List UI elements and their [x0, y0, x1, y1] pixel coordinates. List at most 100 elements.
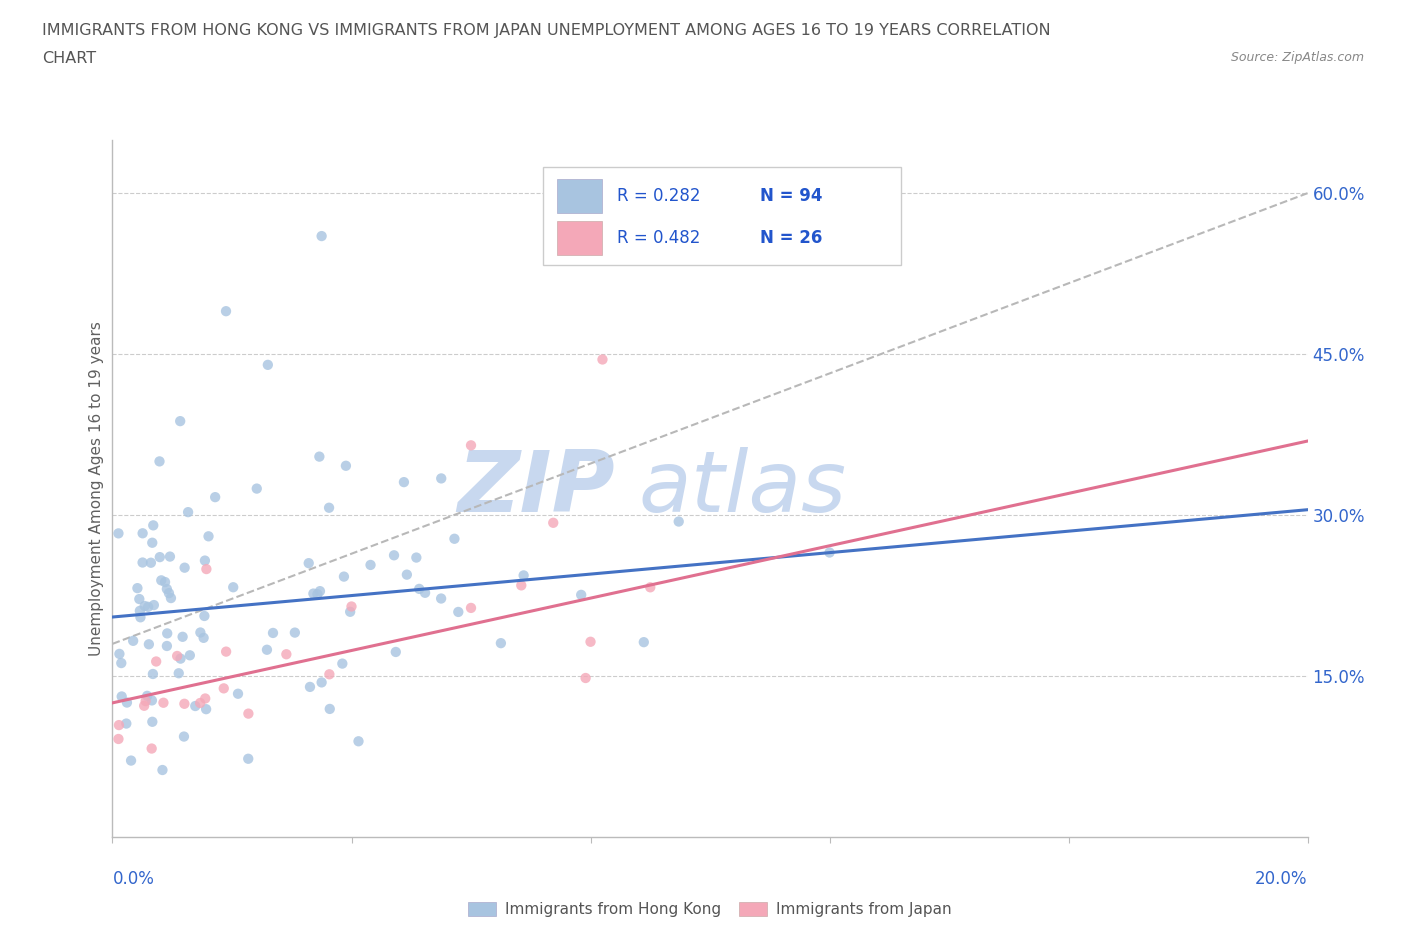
Point	[311, 675, 333, 690]
Point	[408, 581, 430, 596]
Point	[184, 698, 207, 713]
Point	[131, 525, 153, 540]
Point	[195, 562, 218, 577]
Point	[172, 630, 194, 644]
Point	[541, 515, 564, 530]
Point	[110, 656, 132, 671]
Point	[392, 474, 415, 489]
Point	[443, 531, 465, 546]
Point	[141, 714, 163, 729]
Text: N = 26: N = 26	[761, 229, 823, 246]
Bar	[557, 221, 602, 255]
Point	[142, 598, 165, 613]
Y-axis label: Unemployment Among Ages 16 to 19 years: Unemployment Among Ages 16 to 19 years	[89, 321, 104, 656]
Point	[194, 691, 217, 706]
Point	[128, 604, 150, 618]
Point	[638, 580, 662, 595]
Point	[633, 634, 655, 649]
Point	[276, 646, 298, 661]
Text: 0.0%: 0.0%	[112, 870, 155, 887]
Point	[136, 688, 159, 703]
Point	[152, 763, 174, 777]
Point	[405, 551, 427, 565]
Point	[226, 686, 249, 701]
Point	[318, 500, 340, 515]
Point	[150, 573, 173, 588]
Point	[169, 414, 191, 429]
Text: N = 94: N = 94	[761, 187, 823, 205]
Text: Source: ZipAtlas.com: Source: ZipAtlas.com	[1230, 51, 1364, 64]
Point	[115, 716, 138, 731]
Point	[308, 449, 330, 464]
Point	[256, 643, 278, 658]
Point	[108, 718, 131, 733]
Point	[193, 631, 215, 645]
Point	[302, 586, 325, 601]
Point	[190, 625, 212, 640]
Point	[115, 695, 138, 710]
Point	[149, 550, 172, 565]
Point	[447, 604, 470, 619]
Point	[179, 648, 201, 663]
Point	[135, 694, 157, 709]
Point	[142, 518, 165, 533]
Point	[430, 591, 453, 606]
Point	[138, 637, 160, 652]
Point	[141, 741, 163, 756]
Point	[818, 545, 841, 560]
Point	[246, 481, 269, 496]
Point	[298, 556, 321, 571]
Point	[139, 555, 162, 570]
Text: IMMIGRANTS FROM HONG KONG VS IMMIGRANTS FROM JAPAN UNEMPLOYMENT AMONG AGES 16 TO: IMMIGRANTS FROM HONG KONG VS IMMIGRANTS …	[42, 23, 1050, 38]
Point	[197, 529, 219, 544]
Point	[385, 644, 408, 659]
Point	[318, 667, 340, 682]
Point	[173, 560, 195, 575]
Text: 20.0%: 20.0%	[1256, 870, 1308, 887]
Point	[111, 689, 134, 704]
Point	[340, 599, 363, 614]
Point	[335, 458, 357, 473]
Point	[382, 548, 405, 563]
Point	[413, 585, 436, 600]
Point	[307, 587, 329, 602]
Point	[238, 706, 260, 721]
Point	[127, 580, 149, 595]
Point	[204, 490, 226, 505]
Point	[142, 667, 165, 682]
Point	[592, 352, 614, 367]
Point	[579, 634, 602, 649]
Point	[145, 654, 167, 669]
Point	[575, 671, 598, 685]
Point	[120, 753, 142, 768]
Point	[460, 601, 482, 616]
Legend: Immigrants from Hong Kong, Immigrants from Japan: Immigrants from Hong Kong, Immigrants fr…	[463, 897, 957, 923]
Text: R = 0.482: R = 0.482	[617, 229, 700, 246]
Point	[257, 357, 280, 372]
Point	[108, 646, 131, 661]
Point	[284, 625, 307, 640]
Point	[309, 584, 332, 599]
Point	[193, 608, 215, 623]
Bar	[557, 179, 602, 213]
Point	[159, 549, 181, 564]
Point	[360, 557, 382, 572]
Point	[569, 588, 592, 603]
Point	[128, 591, 150, 606]
Point	[238, 751, 260, 766]
Point	[330, 657, 353, 671]
Point	[668, 514, 690, 529]
Point	[333, 569, 356, 584]
Point	[347, 734, 370, 749]
Point	[107, 526, 129, 541]
Point	[298, 680, 321, 695]
Point	[194, 553, 217, 568]
Point	[510, 578, 533, 592]
Point	[107, 732, 129, 747]
Point	[173, 697, 195, 711]
Point	[136, 600, 159, 615]
Point	[152, 696, 174, 711]
Point	[195, 702, 218, 717]
Point	[319, 701, 342, 716]
Point	[156, 581, 179, 596]
